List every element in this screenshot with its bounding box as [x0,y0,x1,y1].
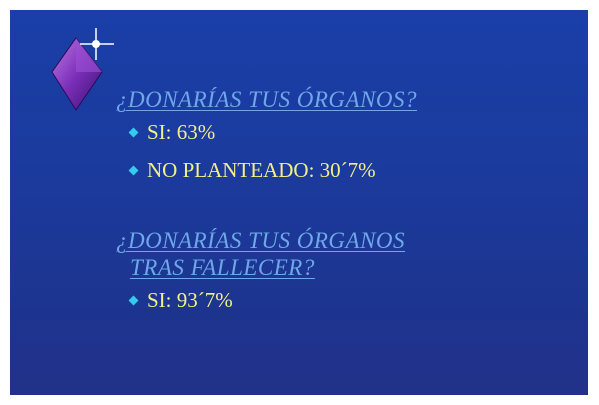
bullet [128,127,139,138]
section-title: ¿DONARÍAS TUS ÓRGANOS [116,228,406,253]
bullet [128,295,139,306]
list-item: NO PLANTEADO: 30´7% [147,158,376,182]
list-item: SI: 63% [147,120,216,144]
slide: ¿DONARÍAS TUS ÓRGANOS? SI: 63% NO PLANTEAD… [10,10,588,395]
list-item: SI: 93´7% [147,288,233,312]
bullet [128,165,139,176]
section-title: ¿DONARÍAS TUS ÓRGANOS? [116,87,418,112]
diamond-logo [51,28,114,111]
section-title: TRAS FALLECER? [130,255,315,280]
